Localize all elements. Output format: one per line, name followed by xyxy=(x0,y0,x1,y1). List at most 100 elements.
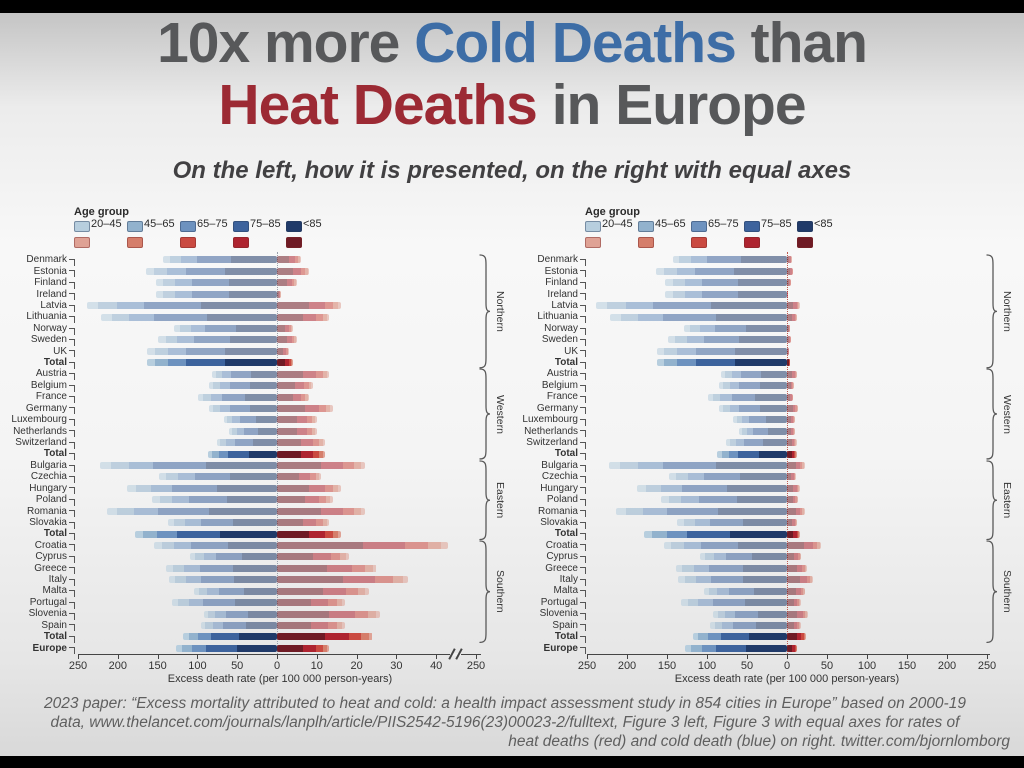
bar-heat xyxy=(277,496,333,504)
bar-segment-age-65–75 xyxy=(806,576,811,584)
axis-tick-label: 10 xyxy=(310,660,323,672)
bar-segment-age-<85 xyxy=(743,519,787,527)
bar-segment-age-75–85 xyxy=(153,313,207,321)
bar-segment-age-75–85 xyxy=(663,313,717,321)
bar-segment-age-75–85 xyxy=(791,416,793,424)
bar-segment-age-45–65 xyxy=(714,621,723,629)
legend-label: 75–85 xyxy=(761,218,792,230)
legend-swatch-heat-20–45 xyxy=(74,237,90,248)
bar-segment-age-75–85 xyxy=(229,382,250,390)
axis-tick xyxy=(587,654,588,659)
region-label-Western: Western xyxy=(1001,394,1013,434)
bar-segment-age-45–65 xyxy=(326,404,331,412)
bar-segment-age-75–85 xyxy=(681,484,727,492)
bar-segment-age-<85 xyxy=(710,302,787,310)
table-row-Total: Total xyxy=(0,631,1024,643)
bar-segment-age-65–75 xyxy=(797,621,799,629)
country-label: Germany xyxy=(536,402,578,414)
country-label: Slovakia xyxy=(29,516,67,528)
bar-segment-age-<85 xyxy=(787,256,790,264)
country-label: Spain xyxy=(552,619,578,631)
bar-heat xyxy=(787,302,800,310)
bar-segment-age-20–45 xyxy=(307,393,309,401)
bar-segment-age-<85 xyxy=(787,427,791,435)
table-row-Finland: Finland xyxy=(0,277,1024,289)
axis-tick-label: 200 xyxy=(617,660,637,672)
table-row-Slovenia: Slovenia xyxy=(0,608,1024,620)
bar-segment-age-45–65 xyxy=(336,599,342,607)
region-label-Eastern: Eastern xyxy=(1001,481,1013,518)
axis-line xyxy=(78,654,481,655)
country-label: Malta xyxy=(42,585,67,597)
bar-segment-age-65–75 xyxy=(722,621,734,629)
row-tick xyxy=(580,521,586,529)
row-tick xyxy=(69,475,75,483)
bottom-letterbox-bar xyxy=(0,756,1024,768)
bar-segment-age-20–45 xyxy=(307,267,309,275)
bar-segment-age-<85 xyxy=(741,256,787,264)
bar-segment-age-75–85 xyxy=(186,347,226,355)
bar-segment-age-65–75 xyxy=(801,633,804,641)
bar-segment-age-<85 xyxy=(257,427,277,435)
row-tick xyxy=(580,430,586,438)
country-label: Luxembourg xyxy=(522,414,578,426)
country-label: Belgium xyxy=(30,379,67,391)
axis-tick-label: 150 xyxy=(657,660,677,672)
bar-segment-age-65–75 xyxy=(794,313,797,321)
table-row-Spain: Spain xyxy=(0,620,1024,632)
bar-segment-age-20–45 xyxy=(338,302,341,310)
bar-segment-age-<85 xyxy=(226,496,277,504)
bar-segment-age-65–75 xyxy=(186,576,202,584)
axis-tick-label: 50 xyxy=(740,660,754,672)
bar-segment-age-<85 xyxy=(200,302,277,310)
bar-segment-age-65–75 xyxy=(167,267,186,275)
bar-cold xyxy=(733,416,787,424)
row-tick xyxy=(69,567,75,575)
bar-segment-age-<85 xyxy=(739,336,787,344)
bar-segment-age-75–85 xyxy=(796,633,802,641)
bar-heat xyxy=(277,530,341,538)
table-row-Portugal: Portugal xyxy=(0,597,1024,609)
bar-segment-age-<85 xyxy=(787,347,789,355)
bar-segment-age-45–65 xyxy=(817,541,820,549)
bar-segment-age-75–85 xyxy=(792,404,796,412)
bar-heat xyxy=(277,427,317,435)
bar-segment-age-65–75 xyxy=(212,621,224,629)
footer-source-line2: data, www.thelancet.com/journals/lanplh/… xyxy=(50,714,960,731)
bar-segment-age-45–65 xyxy=(174,519,186,527)
bar-segment-age-<85 xyxy=(239,633,277,641)
table-row-Portugal: Portugal xyxy=(0,597,1024,609)
bar-segment-age-75–85 xyxy=(710,576,744,584)
legend-swatch-cold-<85 xyxy=(286,221,302,232)
bar-segment-age-20–45 xyxy=(100,462,111,470)
region-brace-Western xyxy=(479,368,492,465)
bar-cold xyxy=(229,427,277,435)
axis-tick xyxy=(867,654,868,659)
axis-title: Excess death rate (per 100 000 person-ye… xyxy=(167,673,393,685)
bar-segment-age-<85 xyxy=(760,370,787,378)
bar-segment-age-20–45 xyxy=(345,553,349,561)
country-label: Austria xyxy=(35,368,67,380)
bar-segment-age-45–65 xyxy=(175,576,187,584)
bar-segment-age-20–45 xyxy=(127,484,137,492)
bar-segment-age-65–75 xyxy=(327,621,337,629)
bar-segment-age-75–85 xyxy=(302,313,316,321)
bar-segment-age-75–85 xyxy=(804,541,813,549)
bar-segment-age-45–65 xyxy=(319,439,323,447)
table-row-Switzerland: Switzerland xyxy=(0,437,1024,449)
bar-segment-age-65–75 xyxy=(168,359,187,367)
bar-heat xyxy=(787,336,791,344)
bar-segment-age-<85 xyxy=(762,439,787,447)
bar-segment-age-65–75 xyxy=(693,564,710,572)
table-row-Italy: Italy xyxy=(0,574,1024,586)
bar-segment-age-20–45 xyxy=(372,564,377,572)
bar-segment-age-20–45 xyxy=(322,439,325,447)
bar-cold xyxy=(216,439,277,447)
bar-segment-age-45–65 xyxy=(736,416,742,424)
table-row-Bulgaria: Bulgaria xyxy=(0,460,1024,472)
bar-segment-age-45–65 xyxy=(795,450,797,458)
bar-segment-age-75–85 xyxy=(284,359,289,367)
bar-segment-age-65–75 xyxy=(802,564,805,572)
table-row-Total: Total xyxy=(0,357,1024,369)
bar-segment-age-45–65 xyxy=(799,553,801,561)
